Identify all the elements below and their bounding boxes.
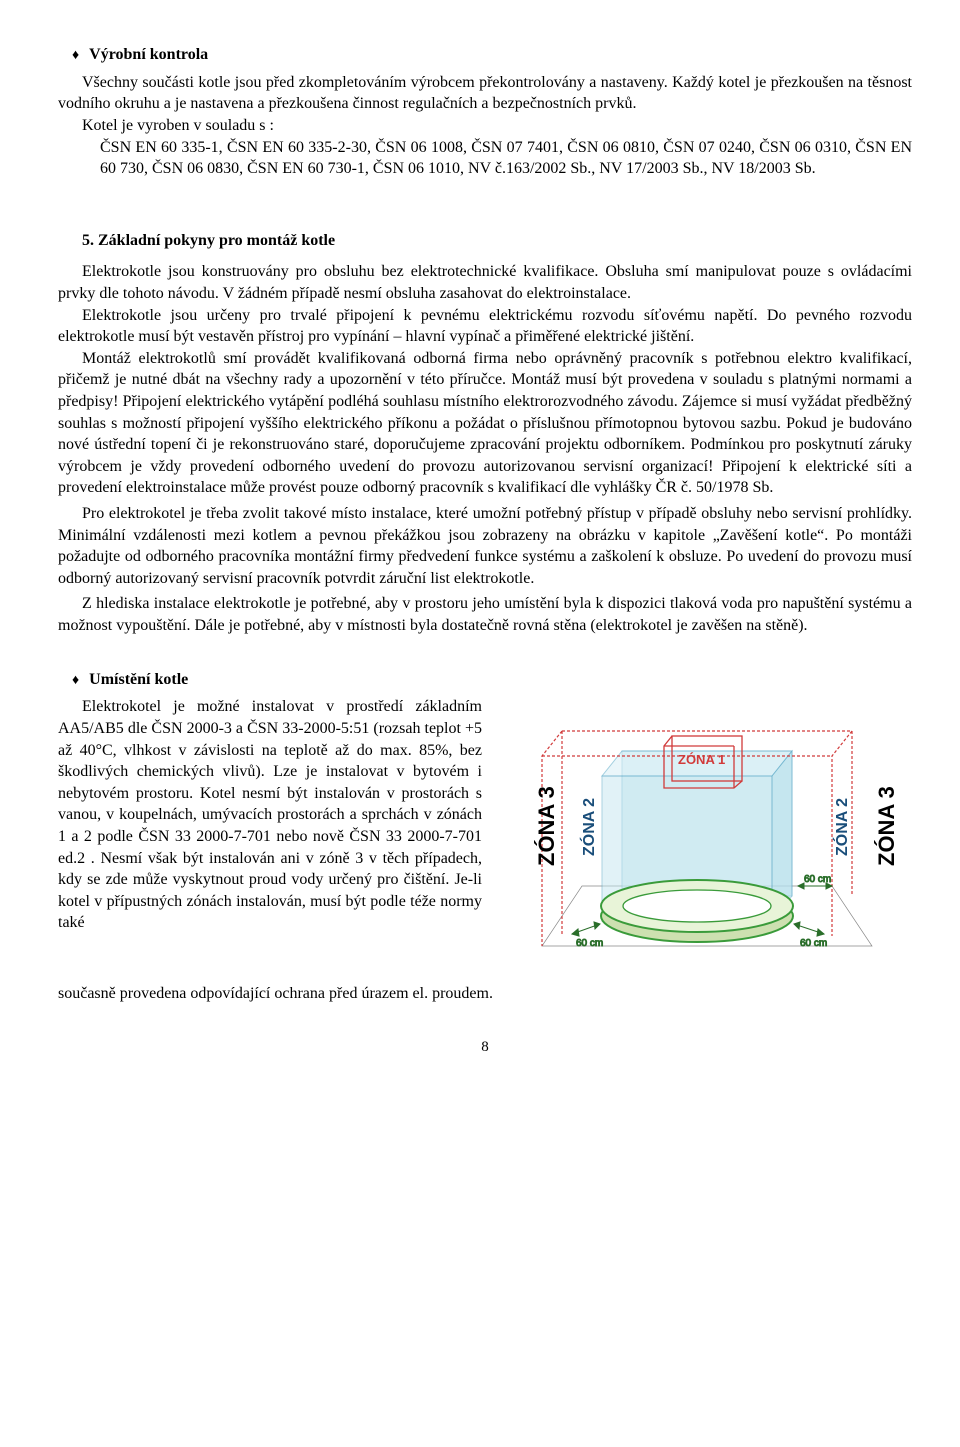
sec5-para4: Pro elektrokotel je třeba zvolit takové … — [58, 503, 912, 589]
sec5-para5: Z hlediska instalace elektrokotle je pot… — [58, 593, 912, 636]
zona3-label-left: ZÓNA 3 — [534, 787, 559, 867]
umisteni-para-left: Elektrokotel je možné instalovat v prost… — [58, 696, 482, 934]
zona2-label-right: ZÓNA 2 — [832, 798, 851, 856]
page-number: 8 — [58, 1037, 912, 1057]
heading-vyrobni-kontrola: ♦ Výrobní kontrola — [72, 44, 912, 66]
para-vyrobni-1: Všechny součásti kotle jsou před zkomple… — [58, 72, 912, 115]
csn-list: ČSN EN 60 335-1, ČSN EN 60 335-2-30, ČSN… — [100, 139, 912, 178]
heading-text: Výrobní kontrola — [89, 44, 208, 66]
dim-right-up: 60 cm — [804, 874, 831, 885]
heading-text: Umístění kotle — [89, 669, 188, 691]
heading-section-5: 5. Základní pokyny pro montáž kotle — [82, 230, 912, 252]
dim-right-low: 60 cm — [800, 938, 827, 949]
dim-left: 60 cm — [576, 938, 603, 949]
diamond-icon: ♦ — [72, 47, 79, 66]
umisteni-para-full: současně provedena odpovídající ochrana … — [58, 983, 912, 1005]
zona3-label-right: ZÓNA 3 — [874, 787, 899, 867]
diamond-icon: ♦ — [72, 672, 79, 691]
sec5-para2: Elektrokotle jsou určeny pro trvalé přip… — [58, 305, 912, 348]
zone-diagram: ZÓNA 1 60 cm 60 cm — [502, 696, 912, 976]
bathtub — [601, 880, 793, 942]
para-vyrobni-2: Kotel je vyroben v souladu s : — [58, 115, 912, 137]
para-vyrobni-3: ČSN EN 60 335-1, ČSN EN 60 335-2-30, ČSN… — [58, 137, 912, 180]
zone-diagram-container: ZÓNA 1 60 cm 60 cm — [502, 696, 912, 983]
zona1-label: ZÓNA 1 — [678, 752, 725, 767]
sec5-para3: Montáž elektrokotlů smí provádět kvalifi… — [58, 348, 912, 499]
zona2-label-left: ZÓNA 2 — [579, 798, 598, 856]
sec5-para1: Elektrokotle jsou konstruovány pro obslu… — [58, 261, 912, 304]
heading-umisteni-kotle: ♦ Umístění kotle — [72, 669, 912, 691]
